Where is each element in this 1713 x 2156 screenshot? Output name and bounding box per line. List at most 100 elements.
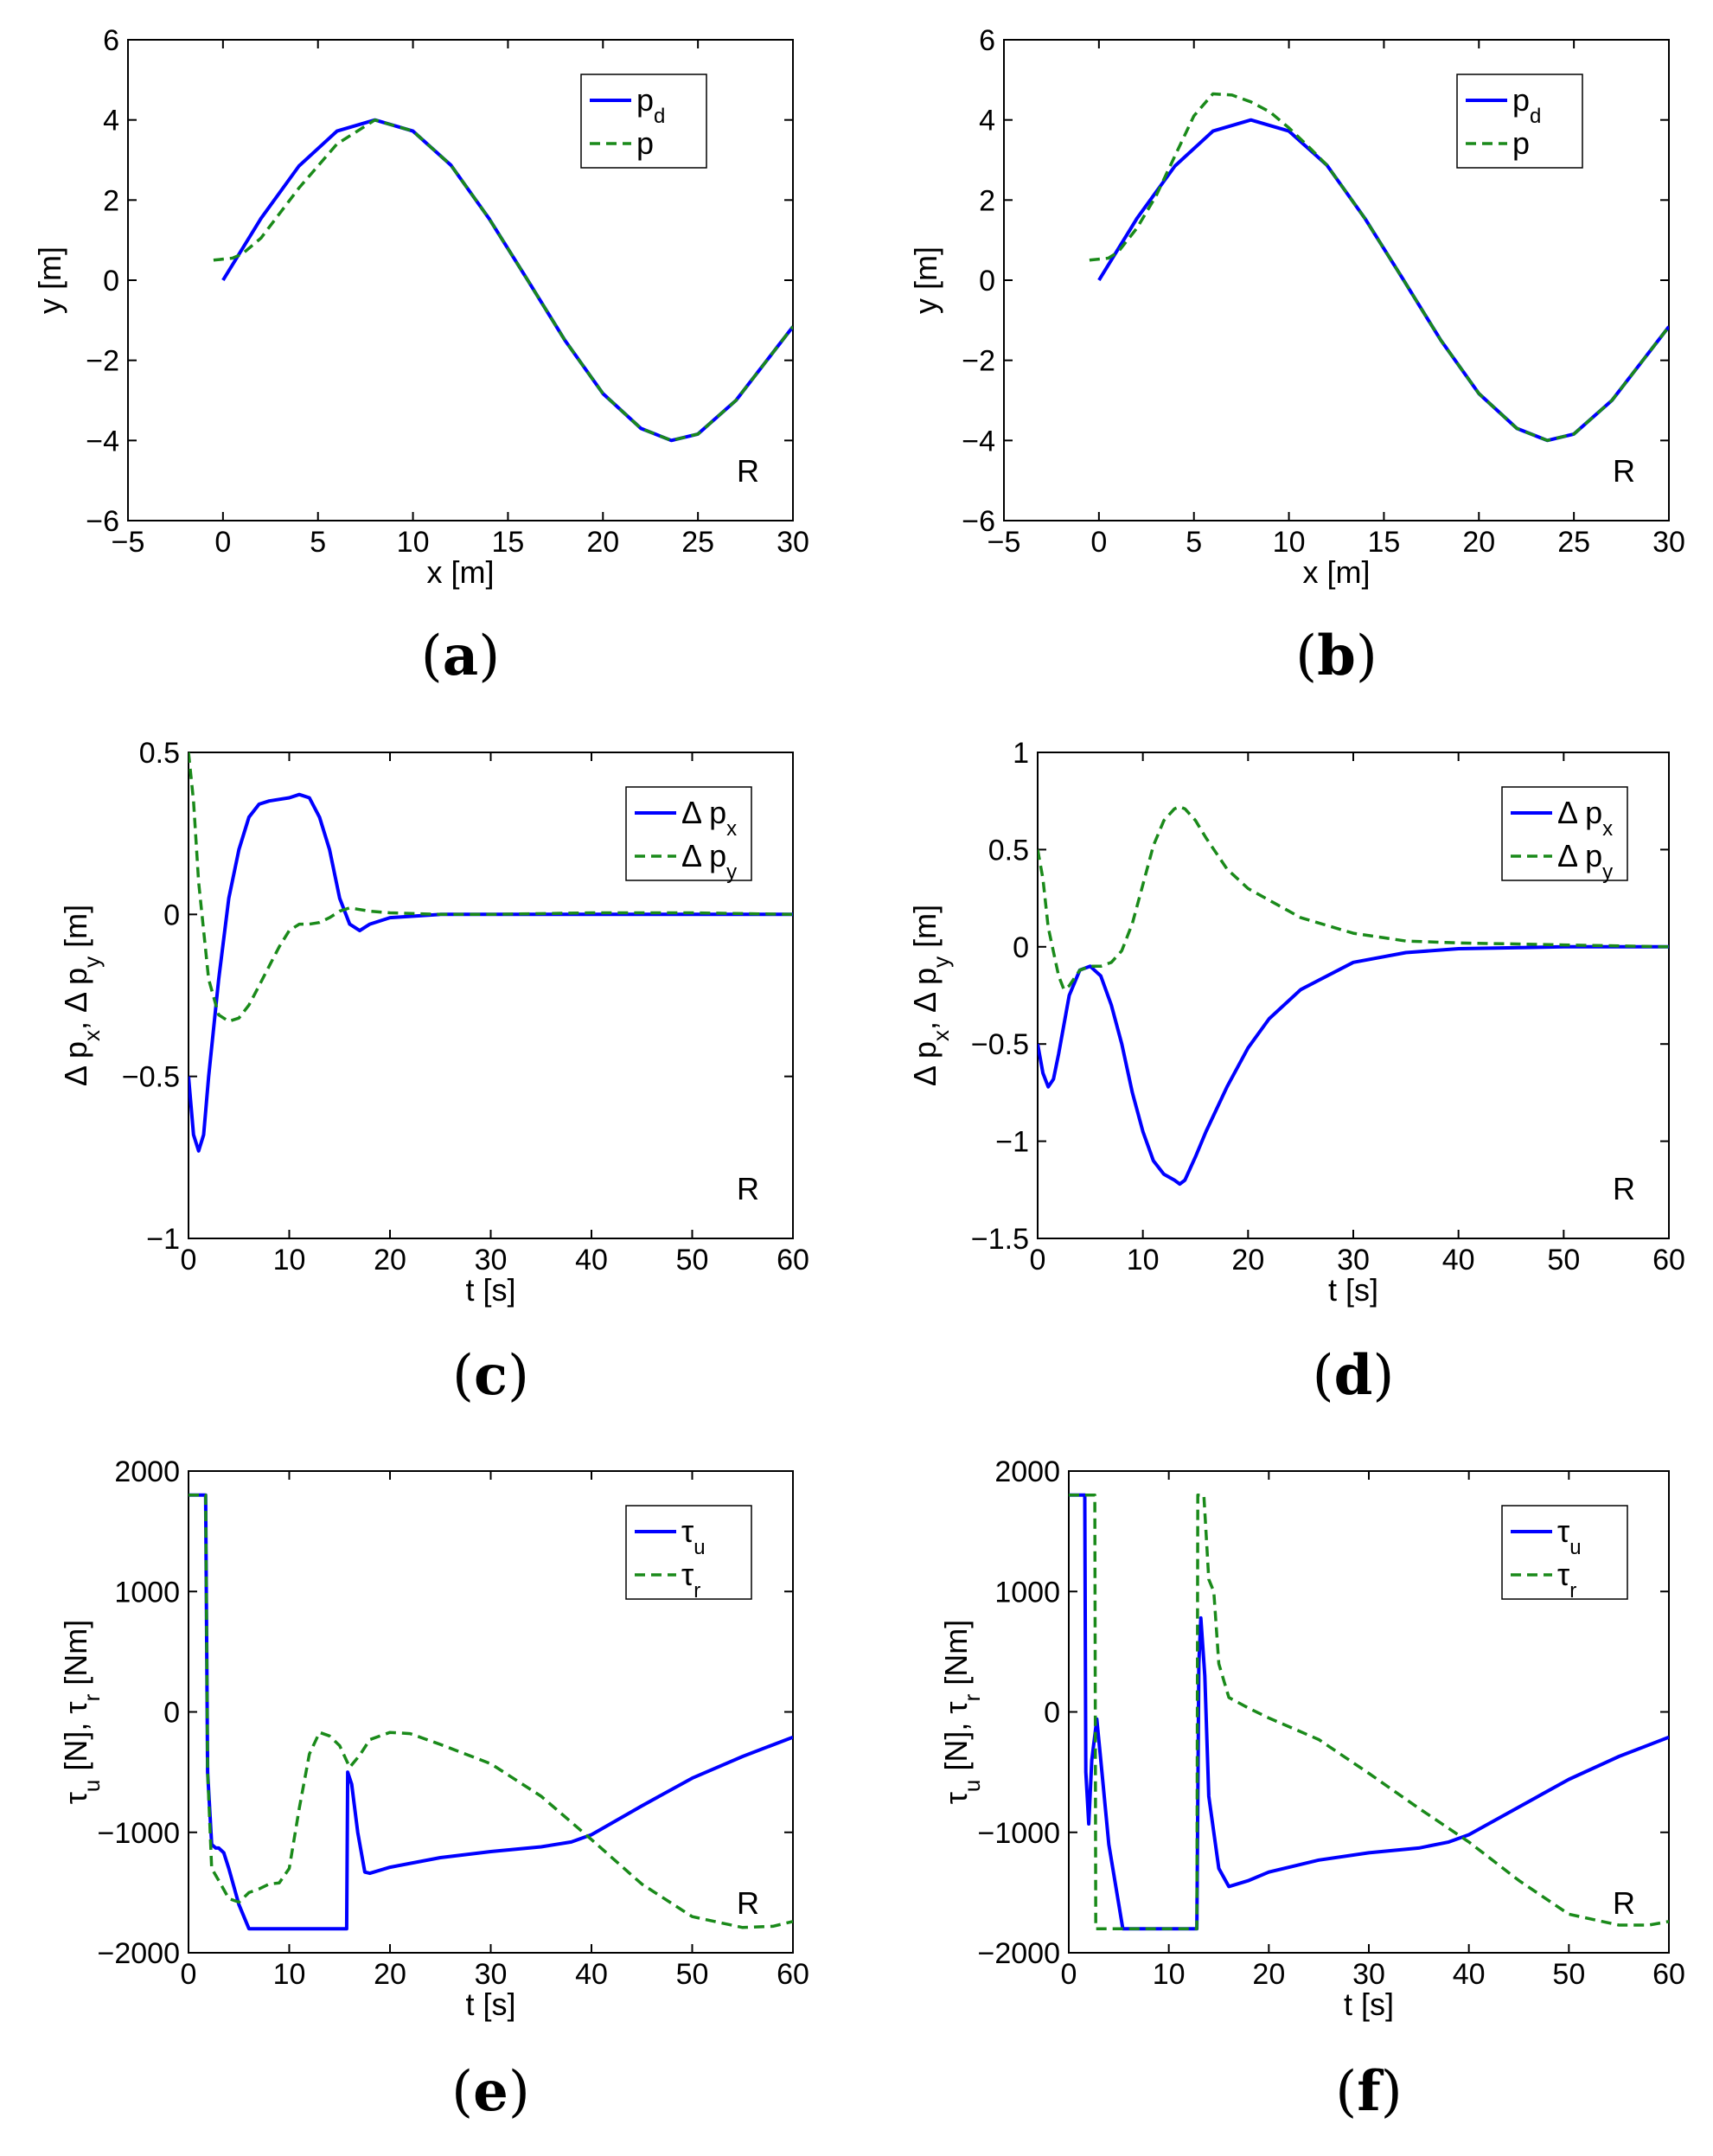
x-tick-label: 20	[1231, 1244, 1264, 1276]
x-tick-label: 15	[492, 526, 525, 559]
x-tick-label: 30	[1337, 1244, 1370, 1276]
x-tick-label: 10	[273, 1958, 306, 1991]
y-tick-label: 6	[979, 24, 995, 57]
y-tick-label: −1.5	[971, 1223, 1029, 1256]
y-tick-label: 0.5	[988, 834, 1029, 867]
legend: pdp	[580, 74, 707, 169]
y-tick-label: 2000	[114, 1455, 180, 1488]
corner-label: R	[737, 1171, 759, 1206]
x-tick-label: 40	[575, 1958, 608, 1991]
x-tick-label: 15	[1368, 526, 1401, 559]
legend-box	[625, 1505, 752, 1600]
x-tick-label: 50	[676, 1958, 709, 1991]
y-axis-label: Δ px, Δ py [m]	[907, 905, 954, 1086]
y-tick-label: 0	[1013, 931, 1029, 964]
x-axis-label: t [s]	[465, 1272, 515, 1308]
x-tick-label: 25	[1557, 526, 1590, 559]
legend-box	[1456, 74, 1583, 169]
legend-entry: pd	[636, 82, 665, 128]
series-line-green	[213, 118, 793, 443]
chart-panel-3: 0 10 20 30 40 50 60 −1 −0.5 0 0.5 t [s] Δ px, Δ py […	[58, 737, 809, 1408]
x-tick-label: 50	[1552, 1958, 1585, 1991]
panel-caption: (b)	[1295, 624, 1377, 688]
y-tick-label: 0	[103, 265, 119, 297]
x-tick-label: 60	[777, 1958, 809, 1991]
series-line-green	[189, 1494, 793, 1929]
y-axis-label: y [m]	[908, 246, 943, 314]
corner-label: R	[1613, 453, 1635, 489]
x-tick-label: 0	[181, 1958, 197, 1991]
y-axis-label: y [m]	[32, 246, 67, 314]
x-tick-label: 30	[475, 1958, 508, 1991]
x-tick-label: 25	[681, 526, 714, 559]
legend: Δ pxΔ py	[625, 786, 752, 884]
panel-caption: (d)	[1313, 1343, 1395, 1408]
legend-entry: Δ px	[1557, 795, 1613, 841]
y-axis-label: τu [N], τr [Nm]	[938, 1620, 985, 1805]
x-tick-label: 30	[475, 1244, 508, 1276]
y-tick-label: −1	[995, 1126, 1029, 1159]
x-tick-label: 20	[1462, 526, 1495, 559]
legend-entry: Δ px	[681, 795, 737, 841]
legend-entry: τu	[681, 1513, 706, 1559]
x-tick-label: 50	[676, 1244, 709, 1276]
y-tick-label: −2	[86, 345, 119, 378]
x-axis-label: t [s]	[465, 1986, 515, 2022]
y-tick-label: 4	[979, 105, 995, 138]
legend-box	[1501, 786, 1628, 881]
x-tick-label: 60	[1652, 1244, 1685, 1276]
x-tick-label: 40	[1442, 1244, 1475, 1276]
legend-entry: p	[1512, 125, 1530, 161]
y-tick-label: 2	[103, 184, 119, 217]
x-tick-label: 40	[575, 1244, 608, 1276]
x-axis-label: t [s]	[1328, 1272, 1378, 1308]
y-tick-label: 0	[163, 1697, 180, 1730]
series-line-green	[189, 752, 793, 1023]
y-tick-label: −1000	[978, 1817, 1061, 1850]
y-tick-label: 0	[979, 265, 995, 297]
y-tick-label: −1000	[98, 1817, 181, 1850]
y-tick-label: 2	[979, 184, 995, 217]
x-axis-label: x [m]	[427, 554, 495, 590]
y-tick-label: 1000	[994, 1576, 1060, 1609]
x-tick-label: 20	[586, 526, 619, 559]
series-line-green	[1089, 92, 1669, 443]
x-tick-label: 20	[1252, 1958, 1285, 1991]
legend-entry: τr	[681, 1557, 700, 1603]
x-tick-label: 20	[374, 1958, 406, 1991]
y-tick-label: −0.5	[122, 1061, 180, 1094]
legend: pdp	[1456, 74, 1583, 169]
y-axis-label: τu [N], τr [Nm]	[58, 1620, 105, 1805]
y-tick-label: 4	[103, 105, 119, 138]
x-tick-label: −5	[112, 526, 145, 559]
panel-caption: (a)	[421, 624, 500, 688]
panel-caption: (c)	[452, 1343, 529, 1408]
x-tick-label: 10	[1273, 526, 1306, 559]
x-tick-label: 40	[1453, 1958, 1486, 1991]
legend-entry: τr	[1557, 1557, 1576, 1603]
legend: Δ pxΔ py	[1501, 786, 1628, 884]
y-tick-label: 0.5	[139, 737, 180, 770]
x-tick-label: 0	[214, 526, 231, 559]
y-tick-label: 1000	[114, 1576, 180, 1609]
y-tick-label: −2000	[978, 1937, 1061, 1970]
chart-panel-5: 0 10 20 30 40 50 60 −2000 −1000 0 1000 2000 t [s] τu …	[58, 1455, 809, 2124]
x-tick-label: 30	[1352, 1958, 1385, 1991]
y-tick-label: −4	[962, 425, 995, 457]
x-tick-label: 20	[374, 1244, 406, 1276]
x-tick-label: 30	[1652, 526, 1685, 559]
x-tick-label: 10	[1153, 1958, 1186, 1991]
chart-panel-2: −5 0 5 10 15 20 25 30 −6 −4 −2 0 2 4 6 x [m] y [m] pdp R (b…	[908, 24, 1685, 688]
y-tick-label: −6	[962, 505, 995, 538]
chart-panel-4: 0 10 20 30 40 50 60 −1.5 −1 −0.5 0 0.5 1 t [s] Δ px, Δ…	[907, 737, 1685, 1408]
y-tick-label: −2000	[98, 1937, 181, 1970]
x-tick-label: 60	[777, 1244, 809, 1276]
x-tick-label: 60	[1652, 1958, 1685, 1991]
series-line-blue	[1069, 1493, 1669, 1931]
x-tick-label: 50	[1547, 1244, 1580, 1276]
legend-box	[1501, 1505, 1628, 1600]
chart-panel-1: −5 0 5 10 15 20 25 30 −6 −4 −2 0 2 4 6 x [m] y [m] pdp R (a…	[32, 24, 809, 688]
y-tick-label: 0	[163, 899, 180, 931]
